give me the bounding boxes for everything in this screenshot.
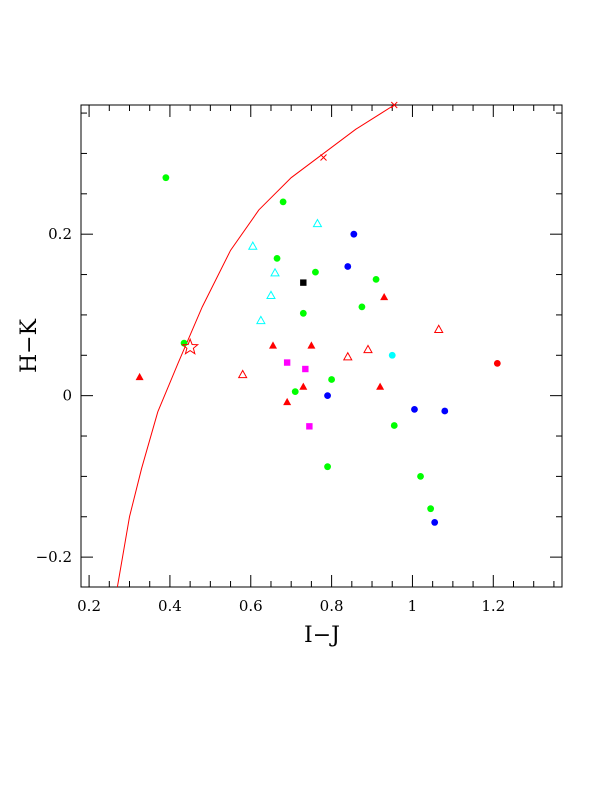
data-point-square — [283, 359, 291, 366]
data-point-circle — [273, 255, 281, 262]
data-point-circle — [388, 351, 396, 359]
data-point-circle — [372, 275, 380, 283]
data-point-triangle-filled — [283, 397, 292, 406]
data-point-circle — [162, 174, 170, 182]
data-point-triangle-open — [342, 351, 353, 361]
data-point-circle — [358, 303, 366, 311]
data-point-circle — [417, 472, 424, 480]
model-curve — [116, 104, 395, 588]
data-point-triangle-open — [256, 315, 266, 325]
data-point-triangle-filled — [376, 382, 385, 390]
data-point-circle — [350, 230, 358, 238]
data-point-circle — [328, 376, 336, 383]
data-point-circle — [291, 388, 299, 396]
data-point-circle — [441, 407, 449, 415]
data-point-triangle-open — [312, 218, 323, 228]
x-tick-label: 0.6 — [239, 597, 263, 615]
tick-labels: 0.2 0.4 0.6 0.8 1 1.2 −0.2 0 0.2 — [36, 225, 506, 615]
data-point-triangle-filled — [380, 292, 389, 301]
y-axis-label: H−K — [17, 318, 42, 373]
data-point-square — [306, 423, 313, 430]
x-tick-label: 0.4 — [158, 597, 182, 615]
data-point-triangle-filled — [268, 341, 277, 349]
y-tick-label: 0 — [62, 387, 72, 405]
curve-cross-marker — [390, 101, 398, 109]
data-point-triangle-open — [237, 369, 248, 379]
points-layer — [135, 174, 501, 526]
data-point-triangle-open — [433, 324, 444, 333]
axis-ticks — [81, 105, 562, 587]
data-point-circle — [279, 198, 287, 206]
data-point-triangle-open — [266, 290, 276, 300]
data-point-circle — [299, 309, 307, 317]
data-point-triangle-filled — [299, 382, 308, 390]
data-point-triangle-filled — [307, 341, 316, 349]
data-point-circle — [312, 268, 319, 276]
data-point-circle — [324, 392, 331, 400]
data-point-circle — [411, 405, 418, 413]
data-point-triangle-open — [247, 241, 258, 250]
data-point-star-open — [181, 337, 200, 355]
x-tick-label: 1 — [408, 597, 418, 615]
data-point-triangle-open — [270, 267, 280, 277]
data-point-circle — [324, 463, 331, 471]
data-point-circle — [431, 519, 439, 526]
y-tick-label: 0.2 — [48, 225, 72, 243]
data-point-triangle-filled — [135, 372, 144, 381]
data-point-circle — [493, 359, 501, 367]
curve-cross-marker — [320, 154, 327, 161]
data-point-circle — [427, 505, 435, 513]
curve-layer — [116, 101, 398, 588]
data-point-square — [300, 279, 307, 286]
data-point-square — [302, 365, 309, 373]
data-point-circle — [390, 422, 398, 429]
x-tick-label: 0.2 — [77, 597, 101, 615]
x-tick-label: 0.8 — [320, 597, 344, 615]
x-axis-label: I−J — [304, 623, 340, 648]
data-point-triangle-open — [363, 344, 373, 354]
data-point-circle — [344, 263, 352, 270]
y-tick-label: −0.2 — [36, 548, 72, 566]
plot-frame — [80, 104, 563, 588]
x-tick-label: 1.2 — [481, 597, 505, 615]
